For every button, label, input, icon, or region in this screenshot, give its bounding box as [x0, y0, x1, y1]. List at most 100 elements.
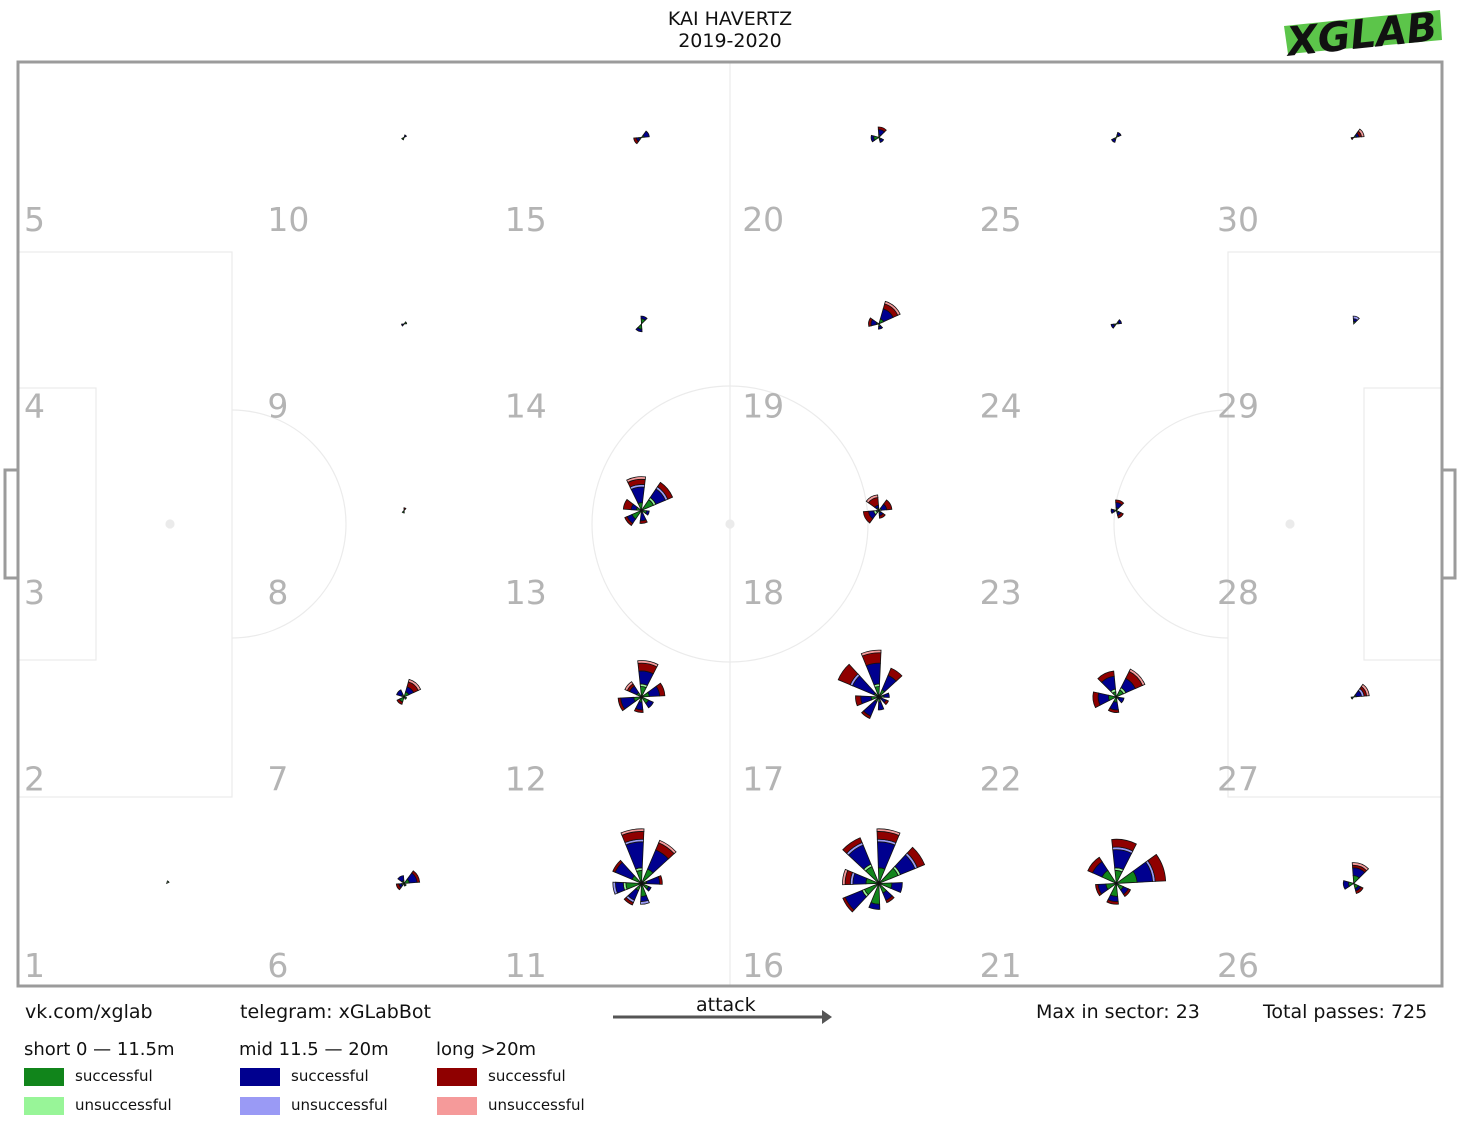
right-goal: [1442, 468, 1457, 580]
rose-segment: [397, 875, 405, 883]
rose-segment: [860, 695, 873, 705]
rose-segment: [655, 682, 666, 697]
zone-label-18: 18: [742, 573, 784, 612]
rose-zone-30: [1350, 128, 1365, 141]
vk-link[interactable]: vk.com/xglab: [25, 1001, 153, 1023]
left-goal-area: [17, 387, 97, 661]
rose-segment: [403, 321, 408, 325]
rose-segment: [645, 510, 650, 516]
rose-segment: [1122, 888, 1132, 898]
rose-segment: [624, 681, 634, 692]
swatch-mid-successful: [240, 1067, 280, 1086]
rose-zone-17: [837, 649, 903, 720]
rose-segment: [1352, 315, 1360, 321]
rose-segment: [625, 841, 644, 870]
rose-zone-13: [622, 476, 674, 527]
rose-segment: [1117, 319, 1122, 325]
zone-label-5: 5: [24, 200, 45, 239]
rose-segment: [1147, 853, 1167, 882]
left-goal: [3, 468, 18, 580]
rose-zone-20: [870, 126, 887, 143]
rose-zone-10: [401, 134, 407, 141]
rose-zone-21: [1087, 838, 1167, 905]
rose-zone-12: [617, 660, 666, 713]
rose-segment: [639, 519, 648, 524]
rose-segment: [656, 481, 674, 500]
rose-segment: [642, 130, 650, 138]
zone-label-17: 17: [742, 760, 784, 799]
zone-label-27: 27: [1217, 760, 1259, 799]
rose-segment: [842, 837, 863, 854]
rose-segment: [630, 486, 645, 504]
rose-segment: [1350, 136, 1355, 141]
zone-label-16: 16: [742, 946, 784, 985]
rose-segment: [861, 710, 872, 720]
rose-segment: [1342, 880, 1350, 890]
rose-segment: [890, 882, 903, 893]
legend-short-successful: successful: [24, 1067, 153, 1086]
rose-zone-7: [396, 678, 422, 705]
rose-segment: [1097, 692, 1110, 706]
rose-zone-15: [633, 130, 650, 145]
rose-segment: [623, 896, 634, 906]
rose-segment: [407, 678, 422, 691]
rose-segment: [612, 859, 623, 873]
rose-segment: [622, 498, 634, 511]
rose-segment: [639, 512, 647, 522]
rose-segment: [876, 841, 896, 870]
rose-segment: [862, 510, 874, 524]
right-penalty-spot: [1285, 519, 1295, 529]
zone-label-20: 20: [742, 200, 784, 239]
chart-title: KAI HAVERTZ 2019-2020: [0, 8, 1460, 52]
rose-segment: [1355, 886, 1364, 894]
rose-segment: [876, 828, 901, 836]
rose-segment: [626, 476, 647, 483]
rose-segment: [620, 828, 645, 836]
legend-mid-successful: successful: [240, 1067, 369, 1086]
zone-labels: 1234567891011121314151617181920212223242…: [24, 200, 1259, 985]
rose-segment: [882, 499, 893, 511]
zone-label-9: 9: [267, 387, 288, 426]
rose-segment: [396, 698, 404, 705]
rose-zone-23: [1110, 499, 1125, 519]
zone-label-23: 23: [980, 573, 1022, 612]
xglab-logo: XGLAB: [1282, 4, 1442, 60]
rose-segment: [401, 136, 405, 141]
rose-segment: [624, 516, 634, 527]
player-name: KAI HAVERTZ: [667, 8, 793, 30]
left-penalty-spot: [165, 519, 175, 529]
rose-segment: [1357, 128, 1365, 138]
rose-zone-8: [401, 507, 407, 514]
zone-label-24: 24: [980, 387, 1022, 426]
rose-segment: [612, 881, 618, 895]
swatch-mid-unsuccessful: [240, 1096, 280, 1115]
max-in-sector: Max in sector: 23: [1036, 1001, 1200, 1023]
rose-segment: [877, 701, 885, 711]
rose-segment: [1111, 137, 1117, 143]
zone-label-4: 4: [24, 387, 45, 426]
right-goal-area: [1363, 387, 1443, 661]
attack-arrow: [613, 1010, 832, 1024]
telegram-link[interactable]: telegram: xGLabBot: [240, 1001, 431, 1023]
rose-segment: [617, 697, 626, 712]
legend-long-label: long >20m: [436, 1039, 537, 1060]
rose-zone-22: [1092, 668, 1146, 713]
rose-segment: [852, 872, 868, 885]
rose-segment: [1111, 838, 1137, 852]
rose-segment: [640, 315, 648, 321]
zone-label-12: 12: [505, 760, 547, 799]
left-penalty-arc: [231, 409, 347, 639]
rose-segment: [657, 875, 663, 885]
rose-segment: [1115, 499, 1125, 506]
rose-segment: [646, 885, 652, 892]
rose-segment: [1107, 707, 1120, 713]
swatch-short-unsuccessful: [24, 1096, 64, 1115]
rose-segment: [403, 696, 408, 700]
rose-segment: [1110, 323, 1116, 329]
rose-segment: [1092, 691, 1101, 709]
rose-segment: [640, 899, 650, 905]
pass-roses: [166, 126, 1370, 913]
right-penalty-arc: [1113, 409, 1229, 639]
zone-label-21: 21: [980, 946, 1022, 985]
